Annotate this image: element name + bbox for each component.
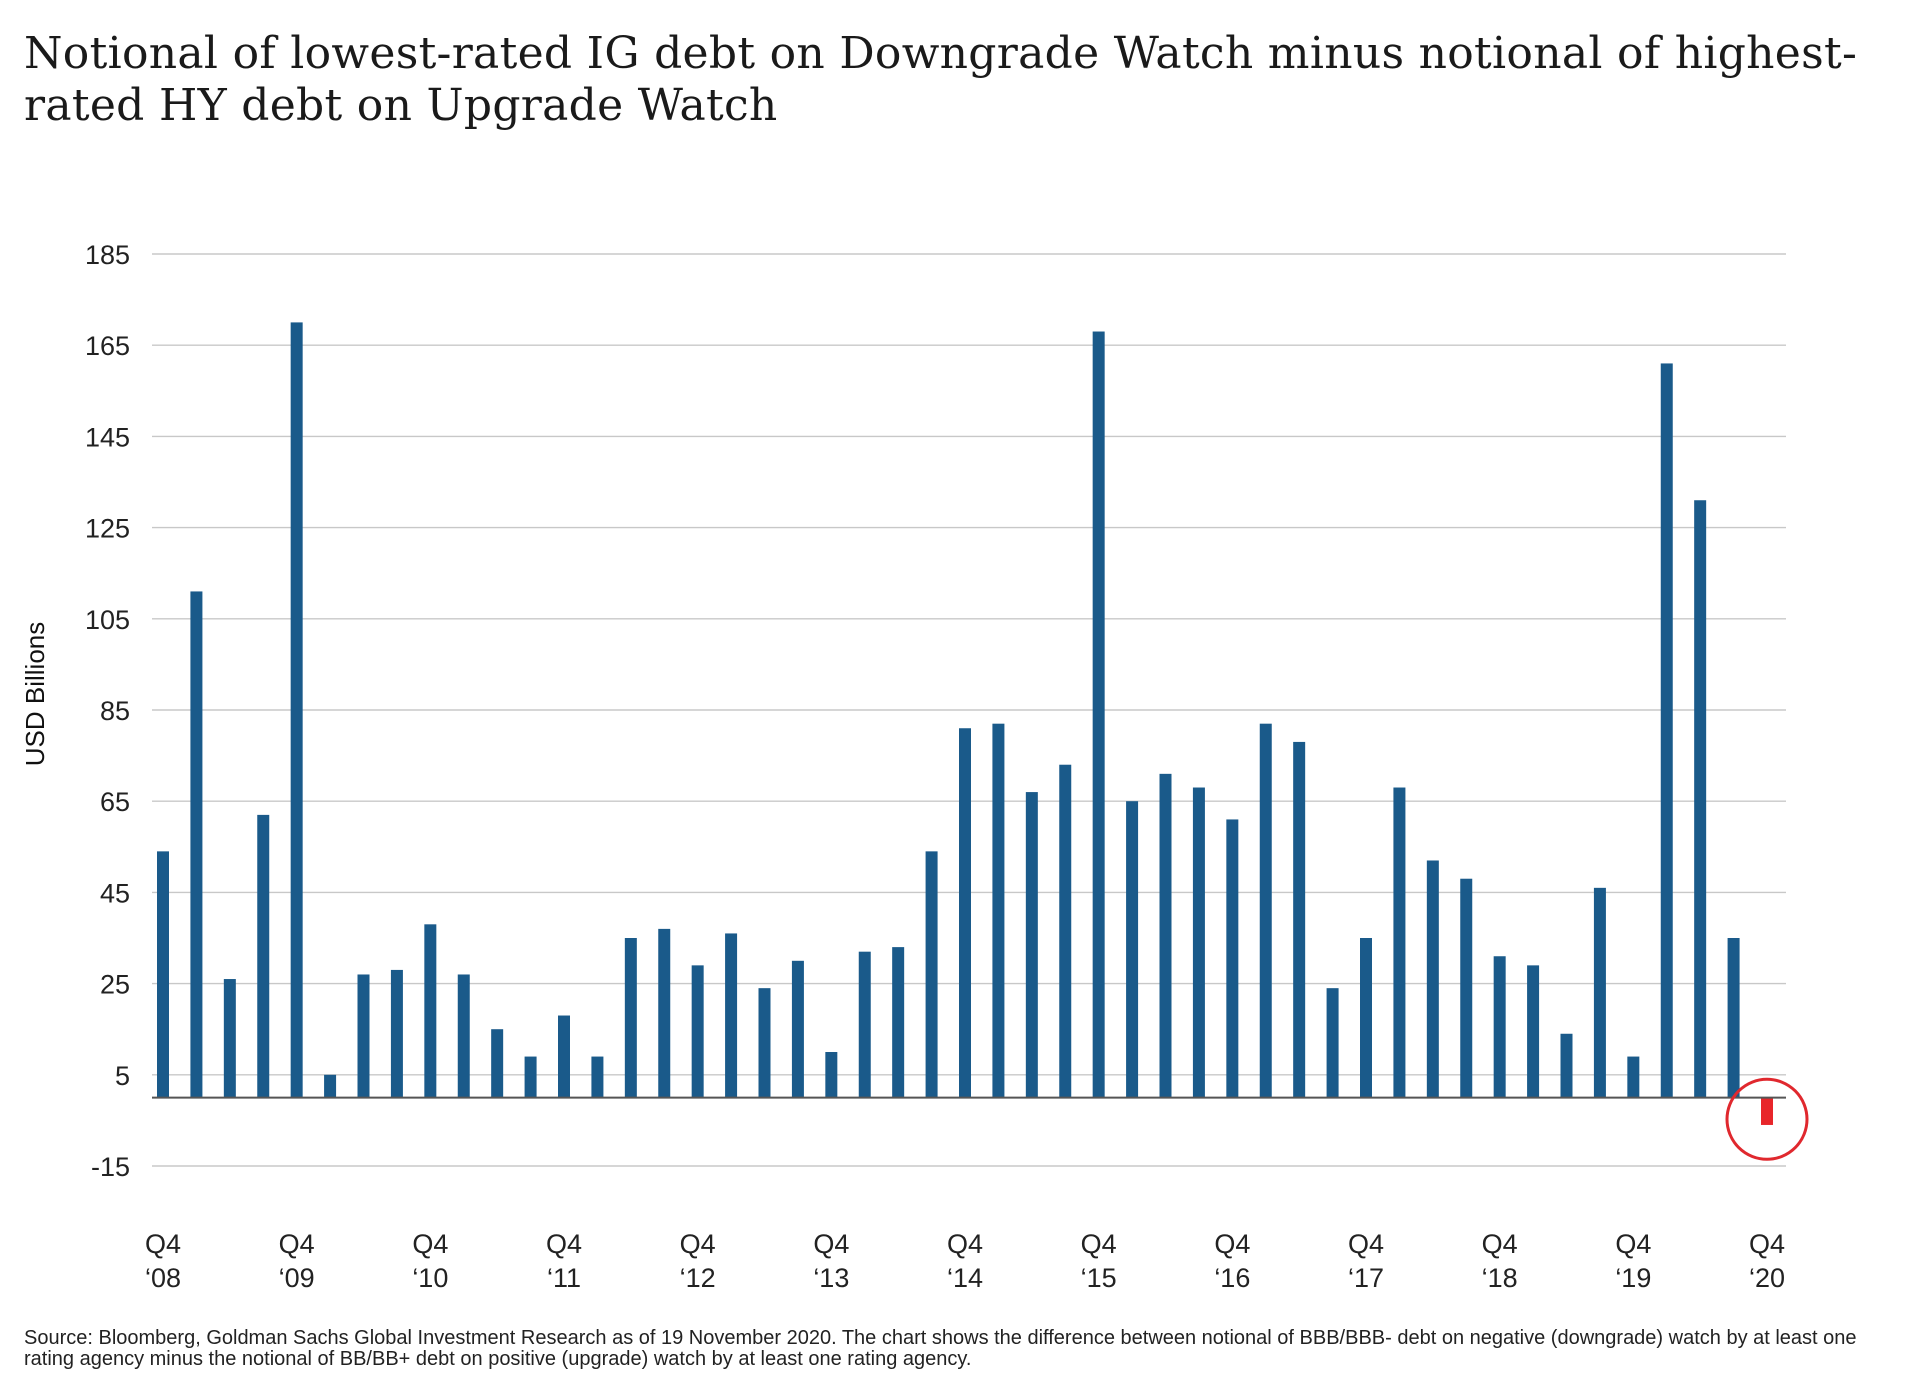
x-tick-label-quarter: Q4 (680, 1229, 716, 1259)
x-tick-label-year: ‘10 (412, 1263, 448, 1293)
bar (591, 1056, 604, 1098)
bar (992, 723, 1005, 1098)
x-tick-label-year: ‘12 (680, 1263, 716, 1293)
bar (1226, 819, 1239, 1098)
x-tick-label-quarter: Q4 (1214, 1229, 1250, 1259)
bar (223, 979, 236, 1098)
x-tick-label-quarter: Q4 (1348, 1229, 1384, 1259)
y-axis-label: USD Billions (20, 622, 50, 767)
bar (457, 974, 470, 1098)
bar (1727, 938, 1740, 1098)
bar (390, 969, 403, 1098)
x-tick-label-quarter: Q4 (546, 1229, 582, 1259)
bar (1025, 792, 1038, 1098)
bar (1426, 860, 1439, 1098)
source-note: Source: Bloomberg, Goldman Sachs Global … (24, 1327, 1857, 1370)
bar (1092, 331, 1105, 1098)
bar (1360, 938, 1372, 1098)
bar (157, 851, 169, 1098)
bar (424, 924, 437, 1098)
x-tick-label-year: ‘15 (1081, 1263, 1117, 1293)
x-tick-label-year: ‘14 (947, 1263, 983, 1293)
x-tick-label-year: ‘20 (1749, 1263, 1785, 1293)
y-tick-label: -15 (91, 1152, 130, 1182)
x-tick-label-quarter: Q4 (1081, 1229, 1117, 1259)
bar (1694, 500, 1707, 1098)
bar (1293, 741, 1306, 1098)
bar (491, 1029, 504, 1098)
x-tick-label-year: ‘11 (547, 1263, 581, 1293)
y-tick-label: 125 (85, 514, 130, 544)
x-tick-label-quarter: Q4 (1749, 1229, 1785, 1259)
bar (1126, 801, 1139, 1098)
x-tick-label-quarter: Q4 (145, 1229, 181, 1259)
x-tick-label-year: ‘08 (145, 1263, 181, 1293)
bars (157, 322, 1773, 1125)
bar-highlighted (1761, 1097, 1773, 1125)
bar (725, 933, 738, 1098)
x-tick-label-year: ‘16 (1214, 1263, 1250, 1293)
y-axis-ticks: 185 165 145 125 105 85 65 45 25 5 -15 (85, 240, 130, 1182)
bar (825, 1052, 838, 1098)
bar (1192, 787, 1205, 1098)
chart-title: Notional of lowest-rated IG debt on Down… (24, 28, 1858, 131)
bar (1326, 988, 1339, 1098)
bar (290, 322, 303, 1098)
bar (925, 851, 938, 1098)
bar (1560, 1033, 1573, 1098)
x-tick-label-quarter: Q4 (279, 1229, 315, 1259)
x-axis-ticks: Q4 ‘08 Q4 ‘09 Q4 ‘10 Q4 ‘11 Q4 ‘12 Q4 ‘13 Q4 ‘14 Q4 ‘15… (145, 1229, 1785, 1293)
bar (1159, 773, 1172, 1098)
highlight-circle (1725, 1077, 1809, 1161)
bar (1593, 887, 1606, 1098)
bar (959, 728, 971, 1098)
bar (1493, 956, 1506, 1098)
x-tick-label-quarter: Q4 (1482, 1229, 1518, 1259)
x-tick-label-year: ‘13 (813, 1263, 849, 1293)
bar (257, 814, 270, 1098)
y-tick-label: 45 (100, 878, 130, 908)
x-tick-label-year: ‘17 (1348, 1263, 1384, 1293)
y-tick-label: 105 (85, 605, 130, 635)
x-tick-label-year: ‘19 (1615, 1263, 1651, 1293)
bar (624, 938, 637, 1098)
bar (691, 965, 704, 1098)
bar (791, 960, 804, 1098)
bar (658, 928, 671, 1098)
bar (1627, 1056, 1640, 1098)
bar (758, 988, 771, 1098)
y-tick-label: 65 (100, 787, 130, 817)
x-tick-label-quarter: Q4 (947, 1229, 983, 1259)
bar (1660, 363, 1673, 1098)
bar (1393, 787, 1406, 1098)
bar (524, 1056, 537, 1098)
bar (190, 591, 203, 1098)
annotations (1725, 1077, 1809, 1161)
bar (1460, 878, 1473, 1098)
bar (858, 951, 871, 1098)
y-tick-label: 5 (115, 1061, 130, 1091)
bar (1059, 764, 1072, 1098)
bar (1259, 723, 1272, 1098)
x-tick-label-year: ‘18 (1482, 1263, 1518, 1293)
x-tick-label-quarter: Q4 (412, 1229, 448, 1259)
bar (357, 974, 370, 1098)
bar (558, 1015, 570, 1098)
x-tick-label-year: ‘09 (279, 1263, 315, 1293)
x-tick-label-quarter: Q4 (813, 1229, 849, 1259)
y-tick-label: 85 (100, 696, 130, 726)
x-tick-label-quarter: Q4 (1615, 1229, 1651, 1259)
bar (892, 947, 905, 1098)
y-tick-label: 165 (85, 331, 130, 361)
y-tick-label: 25 (100, 970, 130, 1000)
y-tick-label: 185 (85, 240, 130, 270)
bar (324, 1074, 337, 1098)
y-tick-label: 145 (85, 422, 130, 452)
bar (1527, 965, 1540, 1098)
